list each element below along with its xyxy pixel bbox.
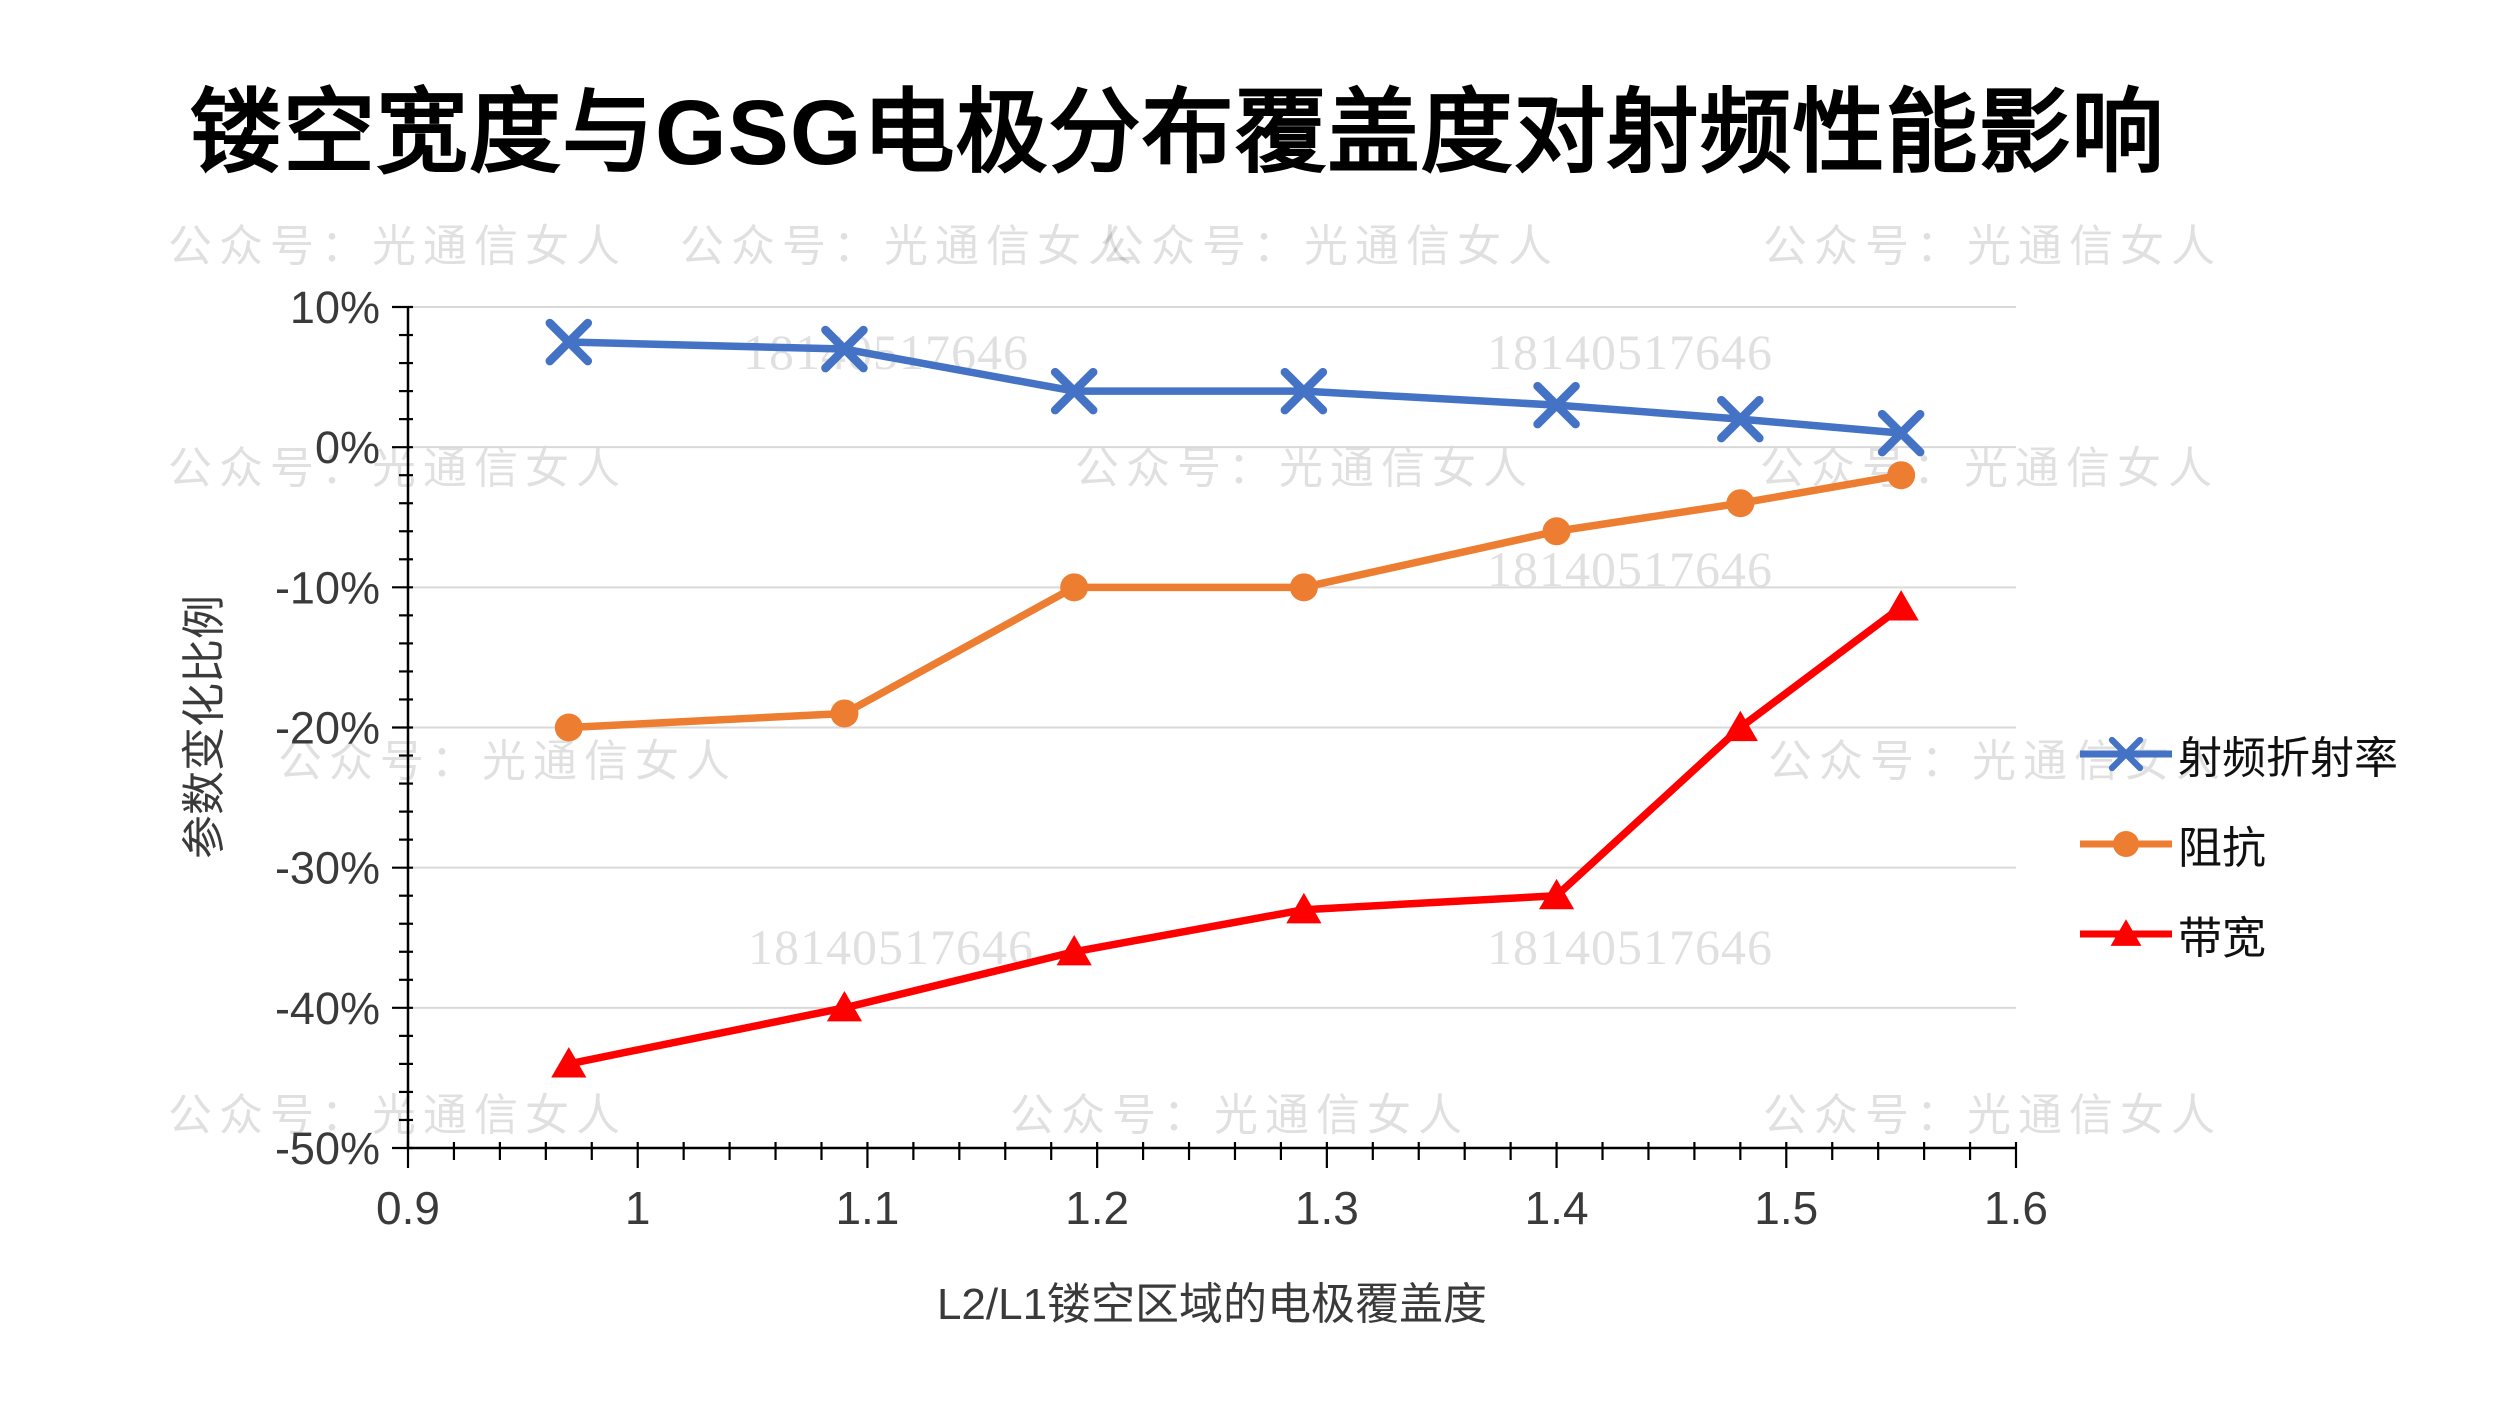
svg-text:1.2: 1.2	[1065, 1182, 1129, 1234]
svg-text:1.1: 1.1	[835, 1182, 899, 1234]
svg-text:-50%: -50%	[275, 1123, 380, 1174]
x-axis-title: L2/L1镂空区域的电极覆盖度	[936, 1280, 1488, 1329]
legend-label: 射频折射率	[2178, 734, 2398, 783]
svg-text:-20%: -20%	[275, 703, 380, 754]
legend-item-rf-index: 射频折射率	[2078, 722, 2398, 786]
svg-text:1.4: 1.4	[1525, 1182, 1589, 1234]
legend-marker-circle-icon	[2080, 831, 2172, 857]
legend-label: 阻抗	[2178, 824, 2266, 873]
svg-text:10%: 10%	[290, 282, 380, 333]
legend-item-bandwidth: 带宽	[2078, 902, 2398, 966]
legend-label: 带宽	[2178, 914, 2266, 963]
svg-text:-40%: -40%	[275, 983, 380, 1034]
y-axis-title: 参数变化比例	[180, 595, 229, 859]
legend-marker-x-icon	[2080, 736, 2172, 772]
legend-item-impedance: 阻抗	[2078, 812, 2398, 876]
svg-text:1.5: 1.5	[1754, 1182, 1818, 1234]
svg-text:-10%: -10%	[275, 562, 380, 613]
svg-text:1: 1	[625, 1182, 651, 1234]
svg-text:-30%: -30%	[275, 843, 380, 894]
svg-text:0.9: 0.9	[376, 1182, 440, 1234]
svg-text:0%: 0%	[315, 422, 380, 473]
svg-text:1.6: 1.6	[1984, 1182, 2048, 1234]
svg-text:1.3: 1.3	[1295, 1182, 1359, 1234]
legend-marker-triangle-icon	[2080, 919, 2172, 946]
chart-title: 镂空宽度与GSG电极分布覆盖度对射频性能影响	[190, 82, 2165, 184]
legend: 射频折射率 阻抗 带宽	[2078, 722, 2398, 966]
